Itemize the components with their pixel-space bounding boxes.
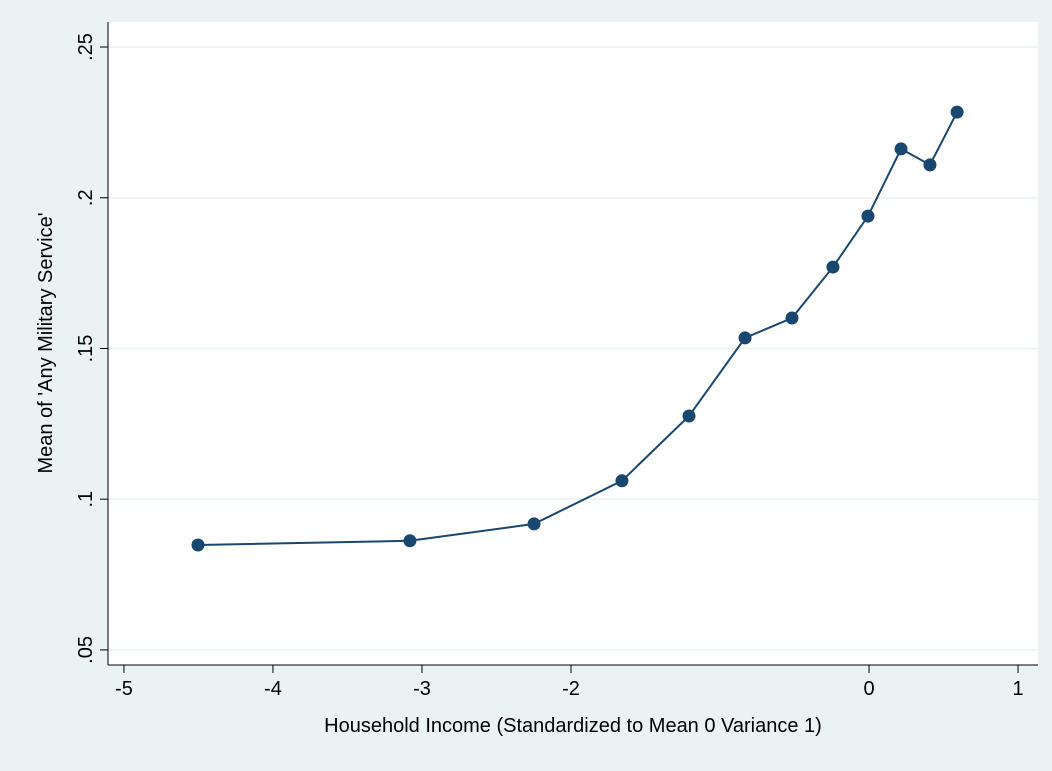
- marker: [527, 517, 541, 531]
- x-tick-label: -3: [413, 678, 431, 700]
- marker: [923, 158, 937, 172]
- x-tick-label: -2: [562, 678, 580, 700]
- marker: [738, 331, 752, 345]
- x-tick-label: 1: [1012, 678, 1023, 700]
- y-axis-label: Mean of 'Any Military Service': [35, 212, 57, 473]
- y-tick-label: .1: [75, 491, 97, 508]
- marker: [950, 105, 964, 119]
- marker: [615, 474, 629, 488]
- y-tick-label: .25: [75, 33, 97, 61]
- x-tick-label: 0: [863, 678, 874, 700]
- marker: [894, 142, 908, 156]
- marker: [785, 311, 799, 325]
- plot-area: [108, 22, 1038, 665]
- marker: [403, 534, 417, 548]
- marker: [191, 538, 205, 552]
- y-tick-label: .05: [75, 636, 97, 664]
- marker: [826, 260, 840, 274]
- y-tick-label: .2: [75, 189, 97, 206]
- marker: [682, 409, 696, 423]
- y-tick-label: .15: [75, 335, 97, 363]
- x-tick-label: -5: [115, 678, 133, 700]
- marker: [861, 209, 875, 223]
- x-tick-label: -4: [264, 678, 282, 700]
- x-axis-label: Household Income (Standardized to Mean 0…: [324, 715, 822, 737]
